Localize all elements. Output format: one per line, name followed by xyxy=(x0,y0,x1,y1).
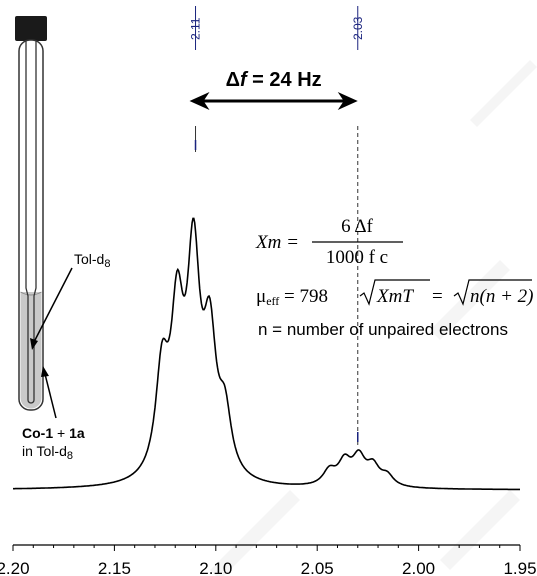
x-axis: 2.20 2.15 2.10 2.05 2.00 1.95 xyxy=(0,544,537,576)
x-tick-label: 2.05 xyxy=(301,559,334,576)
sample-arrowhead xyxy=(41,366,49,377)
x-tick-label: 2.15 xyxy=(98,559,131,576)
delta-f-arrowhead-right xyxy=(337,92,358,110)
sample-label-line2: in Tol-d8 xyxy=(22,443,73,462)
n-definition: n = number of unpaired electrons xyxy=(258,320,508,339)
delta-f-annotation: Δf = 24 Hz xyxy=(189,69,358,110)
tube-inner-insert xyxy=(25,40,37,404)
xm-lhs: Xm = xyxy=(255,232,299,253)
mu-equals: = xyxy=(432,286,443,307)
peak-markers: 2.11 2.03 xyxy=(189,6,365,448)
tube-meniscus xyxy=(20,291,42,296)
mu-eff-equation: μeff = 798 xyxy=(256,286,328,308)
tube-liquid xyxy=(20,292,42,409)
solvent-arrow xyxy=(33,267,73,343)
radical-2 xyxy=(453,279,532,306)
solvent-label: Tol-d8 xyxy=(74,251,110,270)
peak-label: 2.11 xyxy=(189,17,203,40)
delta-f-arrowhead-left xyxy=(189,92,210,110)
tube-cap xyxy=(15,16,47,41)
sample-arrow xyxy=(44,373,57,419)
watermark xyxy=(210,60,537,576)
radicand-1: XmT xyxy=(376,286,414,307)
solvent-arrowhead xyxy=(30,338,38,350)
spectrum-line xyxy=(13,217,520,491)
x-tick-label: 2.10 xyxy=(199,559,232,576)
sample-label: Co-1 + 1a xyxy=(22,425,85,441)
equations: Xm = 6 Δf 1000 f c μeff = 798 XmT = n(n … xyxy=(255,216,533,339)
x-tick-label: 1.95 xyxy=(503,559,536,576)
x-tick-label: 2.00 xyxy=(402,559,435,576)
tube-annotations: Tol-d8 Co-1 + 1a in Tol-d8 xyxy=(22,251,110,462)
radical-1 xyxy=(359,279,430,306)
xm-numerator: 6 Δf xyxy=(341,216,373,237)
nmr-tube xyxy=(15,16,47,411)
peak-label: 2.03 xyxy=(351,16,365,40)
delta-f-label: Δf = 24 Hz xyxy=(226,69,322,91)
x-tick-label: 2.20 xyxy=(0,559,30,576)
xm-denominator: 1000 f c xyxy=(326,247,388,268)
radicand-2: n(n + 2) xyxy=(470,286,533,307)
